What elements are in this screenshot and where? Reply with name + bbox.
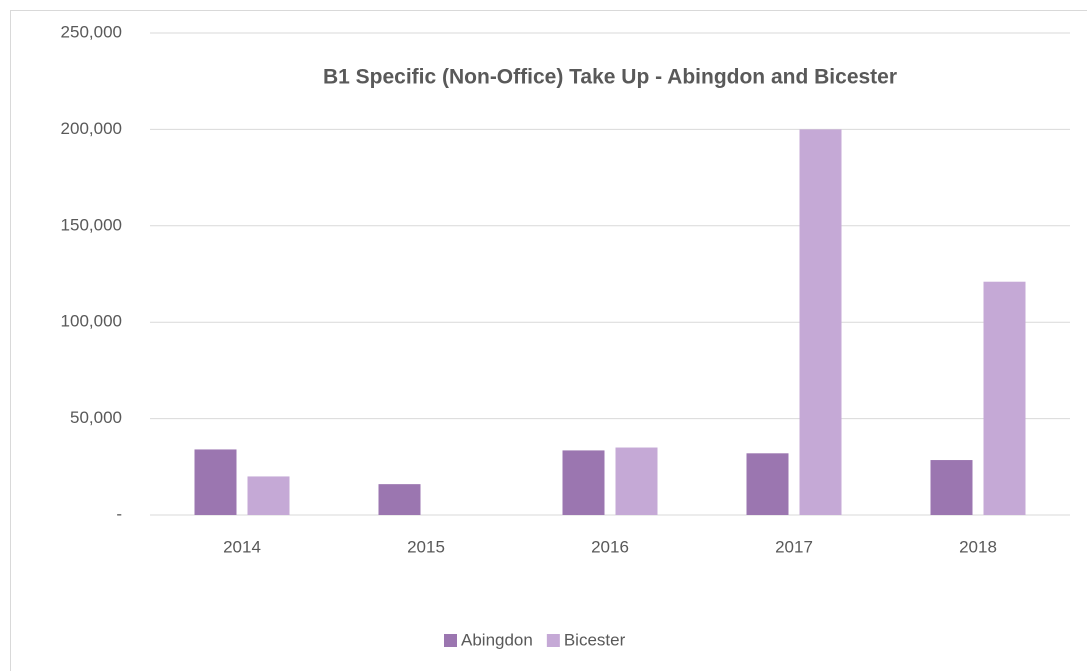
bar <box>930 460 973 515</box>
bar <box>983 281 1026 515</box>
y-tick-label: 50,000 <box>70 408 122 427</box>
legend-label: Abingdon <box>461 630 533 649</box>
bar <box>247 476 290 515</box>
y-tick-label: 200,000 <box>61 119 122 138</box>
x-tick-label: 2014 <box>223 537 261 556</box>
x-tick-label: 2015 <box>407 537 445 556</box>
legend-swatch <box>546 634 560 647</box>
bar <box>746 453 789 515</box>
bar <box>562 450 605 515</box>
x-tick-label: 2016 <box>591 537 629 556</box>
y-tick-label: - <box>116 504 122 523</box>
y-tick-label: 250,000 <box>61 22 122 41</box>
bar <box>615 447 658 515</box>
x-tick-label: 2017 <box>775 537 813 556</box>
x-tick-label: 2018 <box>959 537 997 556</box>
bar <box>194 449 237 515</box>
bar <box>799 129 842 515</box>
chart-frame <box>10 10 1087 671</box>
y-tick-label: 100,000 <box>61 312 122 331</box>
bar <box>378 484 421 515</box>
legend-swatch <box>444 634 457 647</box>
y-tick-label: 150,000 <box>61 215 122 234</box>
legend-label: Bicester <box>564 630 626 649</box>
chart-title: B1 Specific (Non-Office) Take Up - Abing… <box>323 66 897 89</box>
